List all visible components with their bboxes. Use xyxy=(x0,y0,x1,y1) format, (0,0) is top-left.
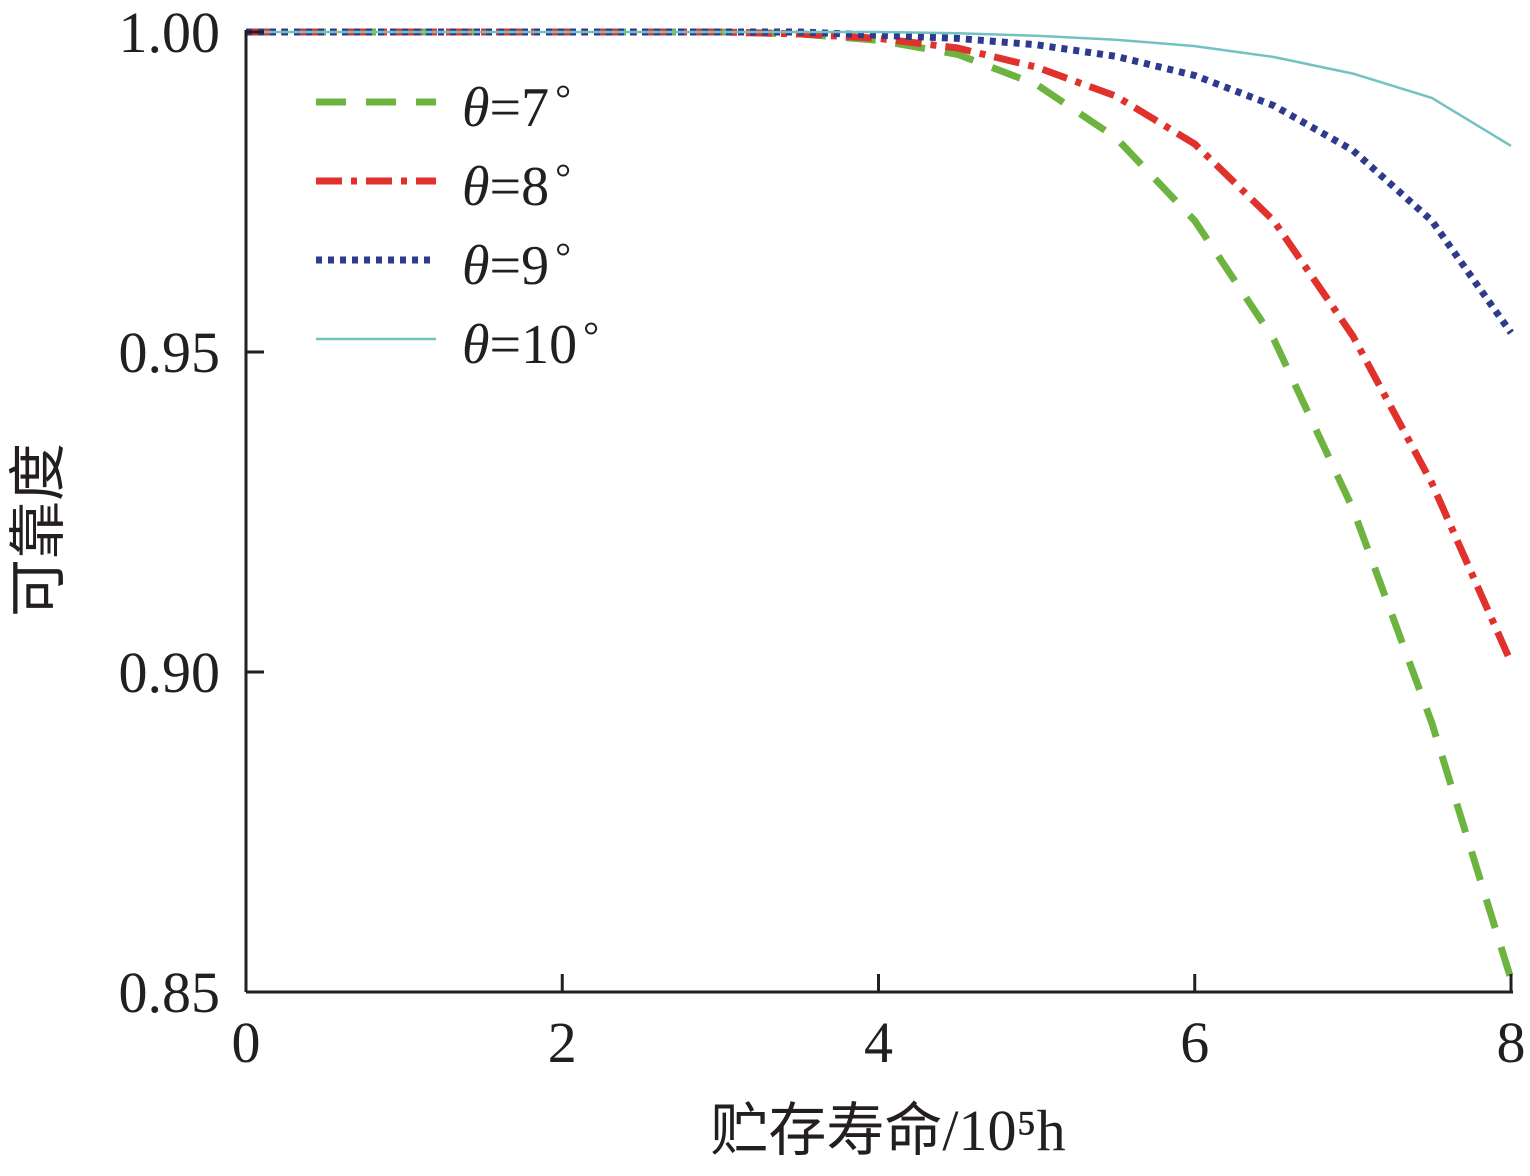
legend-label-1: θ=7 ° xyxy=(462,76,571,139)
tick-group: 0 2 4 6 8 0.85 0.90 0.95 1.00 xyxy=(119,0,1526,1075)
y-tick-label: 0.90 xyxy=(119,640,221,705)
axes-group xyxy=(244,30,1513,994)
x-tick-label: 8 xyxy=(1497,1010,1526,1075)
x-tick-label: 4 xyxy=(864,1010,893,1075)
legend-label-4: θ=10 ° xyxy=(462,313,599,376)
x-tick-label: 6 xyxy=(1180,1010,1209,1075)
x-tick-label: 0 xyxy=(232,1010,261,1075)
series-line-2 xyxy=(246,28,1515,664)
y-tick-label: 1.00 xyxy=(119,0,221,65)
legend-label-3: θ=9 ° xyxy=(462,234,571,297)
legend: θ=7 ° θ=8 ° θ=9 ° θ=10 ° xyxy=(316,76,599,376)
x-axis-title: 贮存寿命/10⁵h xyxy=(710,1098,1065,1163)
y-tick-label: 0.95 xyxy=(119,320,221,385)
x-tick-label: 2 xyxy=(548,1010,577,1075)
series-group xyxy=(246,28,1515,981)
y-tick-label: 0.85 xyxy=(119,960,221,1025)
series-line-1 xyxy=(246,28,1515,981)
legend-label-2: θ=8 ° xyxy=(462,155,571,218)
y-axis-title: 可靠度 xyxy=(6,443,71,617)
series-line-4 xyxy=(246,30,1512,147)
